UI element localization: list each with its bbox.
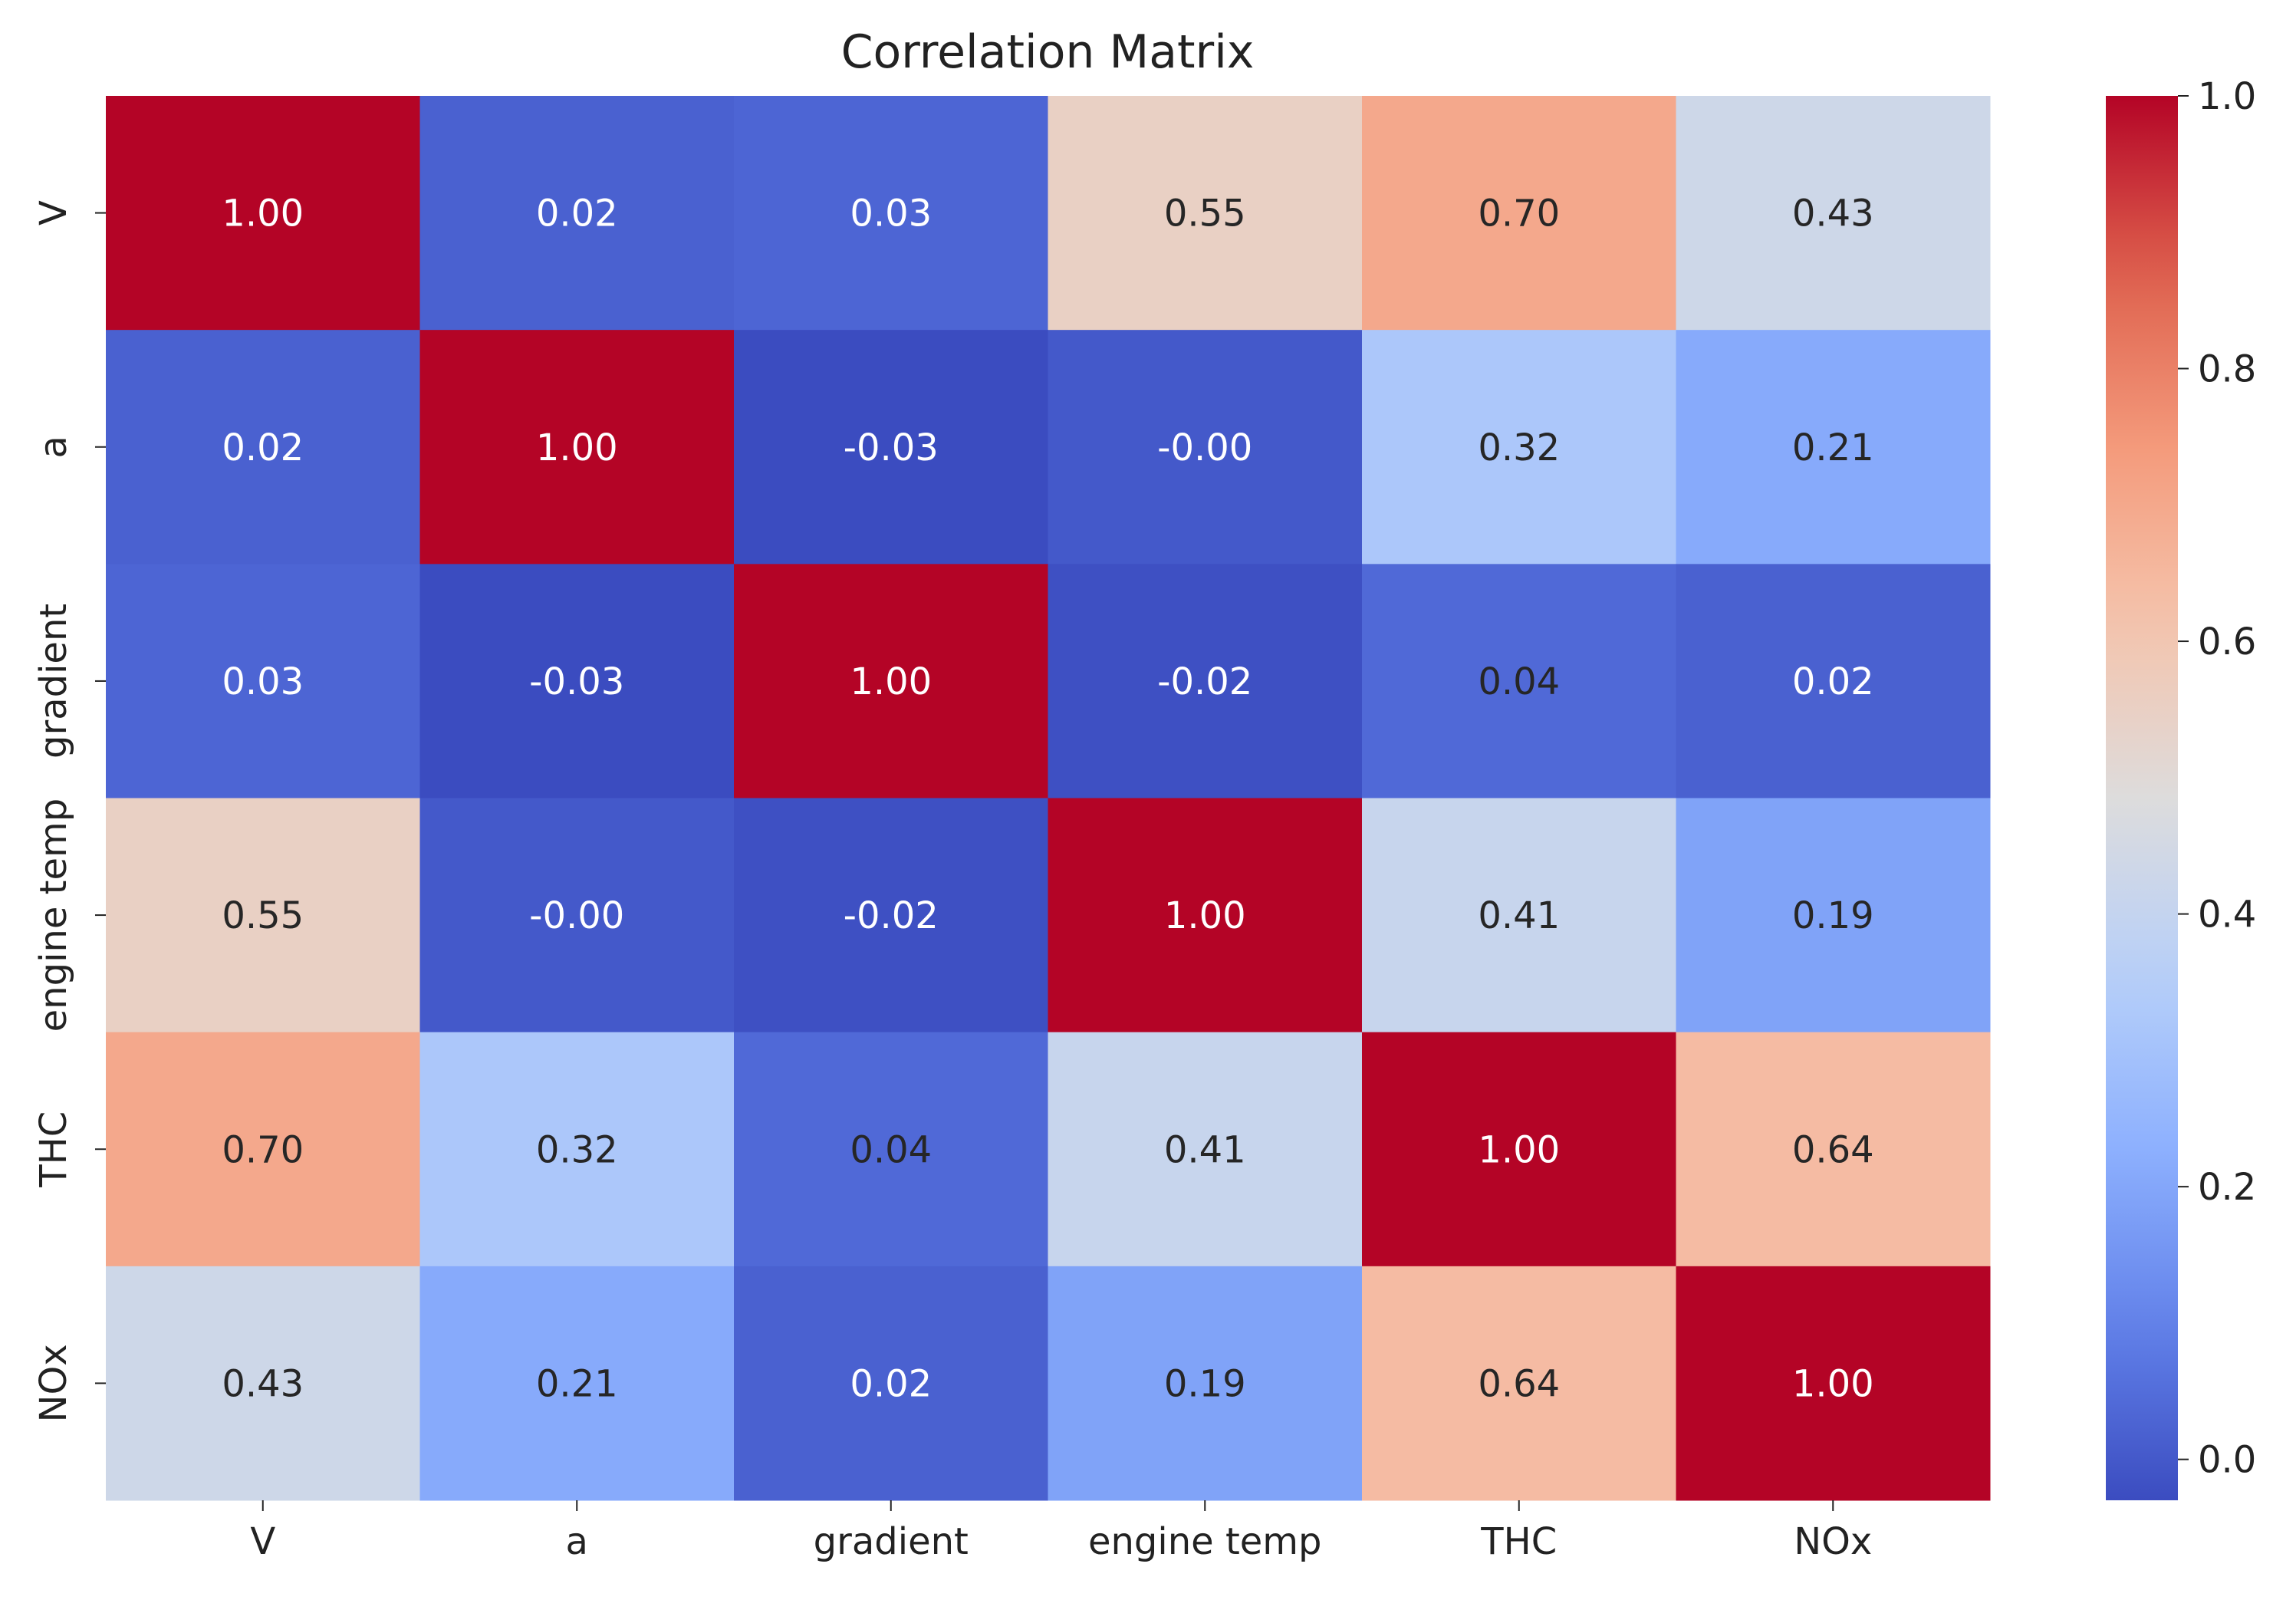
y-tick-label: gradient bbox=[32, 604, 75, 759]
heatmap-cell bbox=[1676, 1032, 1991, 1267]
cell-annotation: 1.00 bbox=[536, 426, 618, 469]
cell-annotation: -0.00 bbox=[529, 894, 624, 937]
cell-annotation: 0.41 bbox=[1478, 894, 1560, 937]
cell-annotation: 0.43 bbox=[1792, 193, 1874, 235]
colorbar-tick-label: 0.4 bbox=[2198, 894, 2256, 937]
cell-annotation: -0.03 bbox=[844, 426, 939, 469]
colorbar bbox=[2106, 96, 2178, 1500]
x-tick-label: THC bbox=[1480, 1520, 1557, 1563]
cell-annotation: -0.00 bbox=[1157, 426, 1252, 469]
heatmap-cell bbox=[419, 1266, 735, 1501]
x-tick-label: NOx bbox=[1794, 1520, 1872, 1563]
x-tick-label: engine temp bbox=[1088, 1520, 1322, 1563]
heatmap-cell bbox=[1048, 1266, 1363, 1501]
cell-annotation: -0.03 bbox=[529, 660, 624, 703]
cell-annotation: 0.19 bbox=[1164, 1362, 1246, 1405]
heatmap-cell bbox=[106, 330, 420, 565]
cell-annotation: 1.00 bbox=[850, 660, 932, 703]
y-tick-label: THC bbox=[32, 1111, 75, 1188]
y-tick-label: a bbox=[32, 436, 75, 458]
heatmap-cell bbox=[734, 1266, 1048, 1501]
heatmap-cell bbox=[419, 564, 735, 798]
cell-annotation: 1.00 bbox=[1478, 1128, 1560, 1171]
cell-annotation: 1.00 bbox=[222, 193, 304, 235]
cell-annotation: 0.02 bbox=[850, 1362, 932, 1405]
heatmap-cell bbox=[1676, 564, 1991, 798]
heatmap-cell bbox=[1048, 798, 1363, 1033]
heatmap-cell bbox=[1362, 798, 1676, 1033]
cell-annotation: 0.04 bbox=[850, 1128, 932, 1171]
y-tick-label: NOx bbox=[32, 1344, 75, 1422]
cell-annotation: -0.02 bbox=[1157, 660, 1252, 703]
cell-annotation: 0.32 bbox=[536, 1128, 618, 1171]
cell-annotation: 0.02 bbox=[1792, 660, 1874, 703]
cell-annotation: 0.02 bbox=[536, 193, 618, 235]
y-tick-label: V bbox=[32, 200, 75, 226]
heatmap-cell bbox=[1048, 1032, 1363, 1267]
x-tick-label: a bbox=[566, 1520, 588, 1563]
x-tick-label: gradient bbox=[814, 1520, 969, 1563]
cell-annotation: 0.19 bbox=[1792, 894, 1874, 937]
heatmap-cells: 1.00 0.02 0.03 0.55 0.70 0.43 0.02 1.00 -0.03 -0.… bbox=[106, 96, 1991, 1501]
cell-annotation: 0.55 bbox=[1164, 193, 1246, 235]
x-tick-label: V bbox=[250, 1520, 275, 1563]
heatmap-cell bbox=[106, 564, 420, 798]
colorbar-tick-label: 1.0 bbox=[2198, 75, 2256, 118]
cell-annotation: 1.00 bbox=[1164, 894, 1246, 937]
heatmap-cell bbox=[106, 1032, 420, 1267]
colorbar-tick-label: 0.6 bbox=[2198, 621, 2256, 663]
cell-annotation: 0.04 bbox=[1478, 660, 1560, 703]
cell-annotation: 0.70 bbox=[1478, 193, 1560, 235]
heatmap-cell bbox=[1048, 564, 1363, 798]
cell-annotation: 0.64 bbox=[1478, 1362, 1560, 1405]
chart-title: Correlation Matrix bbox=[841, 25, 1255, 79]
colorbar-tick-label: 0.0 bbox=[2198, 1439, 2256, 1482]
cell-annotation: 0.55 bbox=[222, 894, 304, 937]
heatmap-cell bbox=[1676, 330, 1991, 565]
cell-annotation: 0.70 bbox=[222, 1128, 304, 1171]
colorbar-ticks: 0.0 0.2 0.4 0.6 0.8 1.0 bbox=[2178, 75, 2256, 1482]
colorbar-tick-label: 0.8 bbox=[2198, 348, 2256, 391]
heatmap-cell bbox=[1362, 1266, 1676, 1501]
heatmap-cell bbox=[419, 798, 735, 1033]
heatmap-cell bbox=[419, 96, 735, 331]
cell-annotation: 0.32 bbox=[1478, 426, 1560, 469]
heatmap-cell bbox=[734, 798, 1048, 1033]
heatmap-cell bbox=[1362, 96, 1676, 331]
heatmap-cell bbox=[106, 96, 420, 331]
cell-annotation: 0.03 bbox=[850, 193, 932, 235]
heatmap-cell bbox=[1048, 96, 1363, 331]
heatmap-cell bbox=[1676, 798, 1991, 1033]
cell-annotation: 0.03 bbox=[222, 660, 304, 703]
cell-annotation: 0.21 bbox=[536, 1362, 618, 1405]
heatmap-cell bbox=[1676, 96, 1991, 331]
cell-annotation: 0.21 bbox=[1792, 426, 1874, 469]
cell-annotation: 0.41 bbox=[1164, 1128, 1246, 1171]
heatmap-cell bbox=[419, 330, 735, 565]
y-axis-ticks: Va gradient engine temp THC NOx bbox=[32, 200, 106, 1422]
heatmap-cell bbox=[1048, 330, 1363, 565]
heatmap-cell bbox=[734, 330, 1048, 565]
cell-annotation: 0.43 bbox=[222, 1362, 304, 1405]
heatmap-cell bbox=[419, 1032, 735, 1267]
heatmap-cell bbox=[1362, 564, 1676, 798]
cell-annotation: 0.02 bbox=[222, 426, 304, 469]
heatmap-cell bbox=[1676, 1266, 1991, 1501]
y-tick-label: engine temp bbox=[32, 798, 75, 1032]
cell-annotation: 1.00 bbox=[1792, 1362, 1874, 1405]
colorbar-tick-label: 0.2 bbox=[2198, 1166, 2256, 1209]
heatmap-cell bbox=[734, 564, 1048, 798]
heatmap-cell bbox=[106, 798, 420, 1033]
cell-annotation: 0.64 bbox=[1792, 1128, 1874, 1171]
heatmap-cell bbox=[1362, 330, 1676, 565]
heatmap-cell bbox=[106, 1266, 420, 1501]
heatmap-cell bbox=[1362, 1032, 1676, 1267]
cell-annotation: -0.02 bbox=[844, 894, 939, 937]
heatmap-cell bbox=[734, 1032, 1048, 1267]
heatmap-cell bbox=[734, 96, 1048, 331]
